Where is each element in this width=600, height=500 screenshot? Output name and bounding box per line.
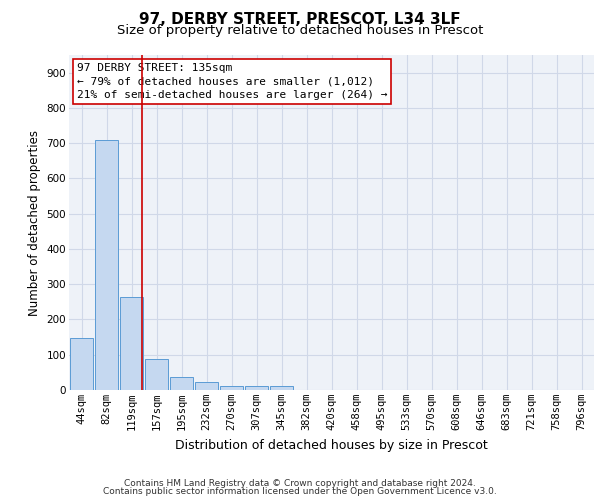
- Bar: [270, 386, 293, 390]
- Bar: [145, 360, 168, 390]
- Text: Contains HM Land Registry data © Crown copyright and database right 2024.: Contains HM Land Registry data © Crown c…: [124, 478, 476, 488]
- Bar: [245, 386, 268, 390]
- Bar: [220, 386, 243, 390]
- Bar: [170, 377, 193, 390]
- Text: Contains public sector information licensed under the Open Government Licence v3: Contains public sector information licen…: [103, 487, 497, 496]
- Text: Size of property relative to detached houses in Prescot: Size of property relative to detached ho…: [117, 24, 483, 37]
- Text: 97 DERBY STREET: 135sqm
← 79% of detached houses are smaller (1,012)
21% of semi: 97 DERBY STREET: 135sqm ← 79% of detache…: [77, 64, 388, 100]
- Bar: [95, 140, 118, 390]
- Bar: [70, 338, 93, 390]
- Text: 97, DERBY STREET, PRESCOT, L34 3LF: 97, DERBY STREET, PRESCOT, L34 3LF: [139, 12, 461, 28]
- Bar: [120, 296, 143, 390]
- Bar: [195, 382, 218, 390]
- X-axis label: Distribution of detached houses by size in Prescot: Distribution of detached houses by size …: [175, 438, 488, 452]
- Y-axis label: Number of detached properties: Number of detached properties: [28, 130, 41, 316]
